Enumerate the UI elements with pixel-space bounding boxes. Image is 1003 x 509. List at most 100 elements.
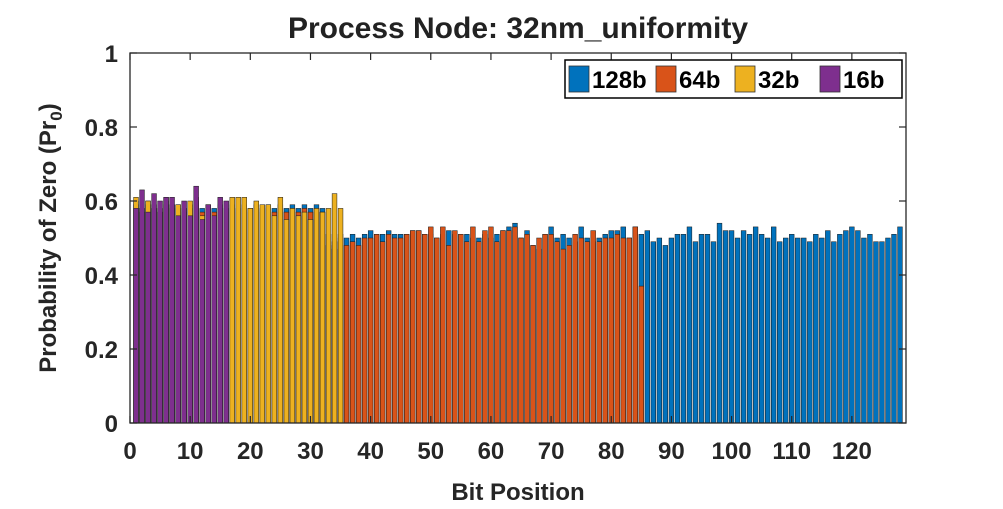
bar-16b-15 bbox=[217, 197, 223, 424]
bar-64b-73 bbox=[566, 245, 572, 424]
bar-64b-41 bbox=[373, 234, 380, 424]
bar-64b-81 bbox=[614, 234, 620, 424]
bar-64b-84 bbox=[632, 226, 638, 424]
bar-32b-18 bbox=[235, 197, 241, 424]
bar-64b-57 bbox=[470, 226, 476, 424]
bar-128b-109 bbox=[783, 237, 789, 424]
bar-64b-66 bbox=[524, 234, 530, 424]
bar-64b-85 bbox=[638, 285, 644, 424]
bar-32b-17 bbox=[229, 197, 235, 424]
bar-128b-115 bbox=[819, 237, 825, 424]
bar-128b-106 bbox=[764, 237, 771, 424]
bar-16b-2 bbox=[139, 189, 145, 424]
bar-128b-92 bbox=[680, 234, 687, 424]
bar-128b-94 bbox=[692, 241, 699, 424]
bar-32b-35 bbox=[337, 208, 344, 424]
bar-128b-100 bbox=[728, 230, 735, 424]
bar-128b-113 bbox=[807, 241, 813, 424]
y-tick-label: 0 bbox=[105, 411, 118, 438]
x-tick-label: 110 bbox=[772, 438, 811, 465]
bar-16b-6 bbox=[163, 197, 169, 424]
bar-128b-128 bbox=[897, 226, 903, 424]
bar-128b-116 bbox=[825, 230, 831, 424]
legend-label-32b: 32b bbox=[758, 67, 799, 94]
bar-128b-102 bbox=[740, 230, 747, 424]
bar-32b-22 bbox=[259, 204, 265, 424]
x-tick-label: 70 bbox=[538, 438, 565, 465]
y-tick-label: 1 bbox=[105, 41, 118, 68]
bar-64b-72 bbox=[560, 248, 566, 424]
bar-64b-74 bbox=[572, 234, 578, 424]
bar-128b-111 bbox=[795, 237, 801, 424]
bar-64b-69 bbox=[542, 234, 548, 424]
bar-64b-53 bbox=[446, 245, 452, 424]
bar-64b-68 bbox=[536, 237, 542, 424]
bar-64b-45 bbox=[398, 237, 404, 424]
legend-label-128b: 128b bbox=[592, 67, 647, 94]
bar-64b-55 bbox=[458, 234, 464, 424]
bar-128b-112 bbox=[801, 237, 807, 424]
bar-64b-54 bbox=[452, 230, 458, 424]
bar-64b-65 bbox=[518, 237, 524, 424]
y-axis-label-main: Probability of Zero (Pr bbox=[35, 121, 62, 373]
legend-swatch-16b bbox=[819, 65, 841, 93]
bar-64b-49 bbox=[422, 234, 428, 424]
bar-64b-67 bbox=[530, 245, 536, 424]
bar-64b-62 bbox=[500, 230, 506, 424]
bar-128b-118 bbox=[837, 234, 843, 424]
bar-64b-80 bbox=[608, 237, 614, 424]
y-tick-label: 0.2 bbox=[85, 337, 118, 364]
bar-128b-108 bbox=[777, 241, 783, 424]
bar-128b-89 bbox=[662, 245, 669, 424]
bar-128b-101 bbox=[734, 237, 741, 424]
y-tick-label: 0.6 bbox=[85, 189, 118, 216]
bar-64b-61 bbox=[494, 241, 500, 424]
y-tick-label: 0.8 bbox=[85, 115, 118, 142]
bar-32b-20 bbox=[247, 208, 253, 424]
bar-32b-31 bbox=[313, 208, 320, 424]
bar-32b-25 bbox=[277, 197, 284, 424]
x-axis-label: Bit Position bbox=[451, 479, 584, 506]
bar-32b-27 bbox=[289, 208, 296, 424]
bar-64b-51 bbox=[434, 237, 440, 424]
series-16b bbox=[133, 185, 229, 424]
bar-128b-120 bbox=[849, 226, 855, 424]
y-axis-label-subscript: 0 bbox=[47, 111, 66, 120]
legend-swatch-32b bbox=[734, 65, 756, 93]
bar-64b-82 bbox=[620, 237, 626, 424]
legend-box bbox=[564, 59, 903, 99]
bar-128b-104 bbox=[752, 226, 759, 424]
bar-16b-3 bbox=[145, 211, 151, 424]
bar-16b-9 bbox=[181, 200, 187, 424]
bar-16b-4 bbox=[151, 193, 157, 424]
x-tick-label: 10 bbox=[177, 438, 204, 465]
bar-64b-58 bbox=[476, 241, 482, 424]
bar-128b-95 bbox=[698, 234, 705, 424]
y-tick-label: 0.4 bbox=[85, 263, 119, 290]
bar-64b-48 bbox=[416, 230, 422, 424]
y-axis-label: Probability of Zero (Pr0) bbox=[35, 103, 66, 373]
bar-128b-110 bbox=[789, 234, 795, 424]
bar-32b-26 bbox=[283, 219, 290, 424]
bar-32b-32 bbox=[319, 211, 326, 424]
bar-128b-126 bbox=[885, 237, 891, 424]
bar-128b-87 bbox=[650, 241, 657, 424]
bar-64b-70 bbox=[548, 234, 554, 424]
axis-ticks: 0 10 20 30 40 50 60 70 80 90 100 110 120 0 0.2 0.4 0.6 0.… bbox=[85, 41, 906, 465]
bar-32b-29 bbox=[301, 211, 308, 424]
bar-64b-71 bbox=[554, 241, 560, 424]
bar-16b-1 bbox=[133, 208, 139, 424]
bar-64b-37 bbox=[349, 241, 356, 424]
bar-128b-119 bbox=[843, 230, 849, 424]
bar-128b-117 bbox=[831, 241, 837, 424]
chart-title: Process Node: 32nm_uniformity bbox=[288, 12, 748, 45]
bar-128b-96 bbox=[704, 234, 711, 424]
bars-layer bbox=[133, 185, 903, 424]
bar-32b-33 bbox=[325, 208, 332, 424]
x-tick-label: 100 bbox=[712, 438, 752, 465]
bar-64b-83 bbox=[626, 237, 632, 424]
bar-64b-40 bbox=[367, 237, 374, 424]
bar-64b-43 bbox=[386, 234, 392, 424]
bar-16b-13 bbox=[205, 204, 211, 424]
